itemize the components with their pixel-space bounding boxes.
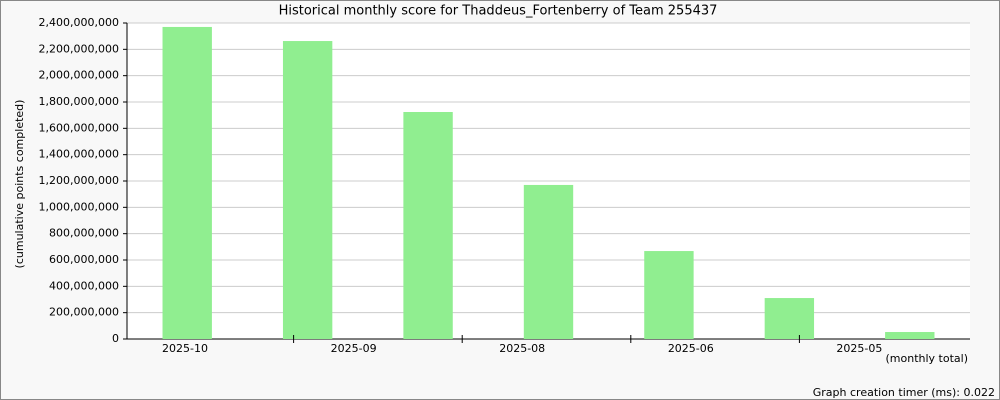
bar [885, 332, 935, 339]
x-tick-label: 2025-06 [668, 342, 714, 355]
bar [523, 184, 574, 339]
y-tick-label: 400,000,000 [49, 279, 119, 292]
x-tick-label: 2025-08 [499, 342, 545, 355]
y-tick-label: 1,400,000,000 [39, 148, 119, 161]
bar [644, 251, 694, 339]
y-tick-label: 1,800,000,000 [39, 95, 119, 108]
y-tick-label: 800,000,000 [49, 227, 119, 240]
y-tick-label: 2,400,000,000 [39, 16, 119, 29]
x-axis-label: (monthly total) [886, 352, 969, 365]
y-tick-label: 2,000,000,000 [39, 69, 119, 82]
x-tick-label: 2025-05 [836, 342, 882, 355]
bar [403, 112, 453, 339]
bar [764, 298, 815, 339]
footer: Graph creation timer (ms): 0.022 [813, 386, 995, 399]
y-tick-label: 200,000,000 [49, 306, 119, 319]
y-tick-label: 2,200,000,000 [39, 42, 119, 55]
y-axis-label: (cumulative points completed) [13, 100, 26, 269]
y-tick-label: 1,600,000,000 [39, 121, 119, 134]
y-tick-label: 1,200,000,000 [39, 174, 119, 187]
x-tick-label: 2025-09 [331, 342, 377, 355]
chart-title: Historical monthly score for Thaddeus_Fo… [279, 4, 718, 19]
y-tick-label: 600,000,000 [49, 253, 119, 266]
bar [282, 41, 333, 340]
x-tick-label: 2025-10 [162, 342, 208, 355]
y-tick-label: 0 [112, 332, 119, 345]
bar [162, 26, 212, 339]
y-tick-label: 1,000,000,000 [39, 200, 119, 213]
